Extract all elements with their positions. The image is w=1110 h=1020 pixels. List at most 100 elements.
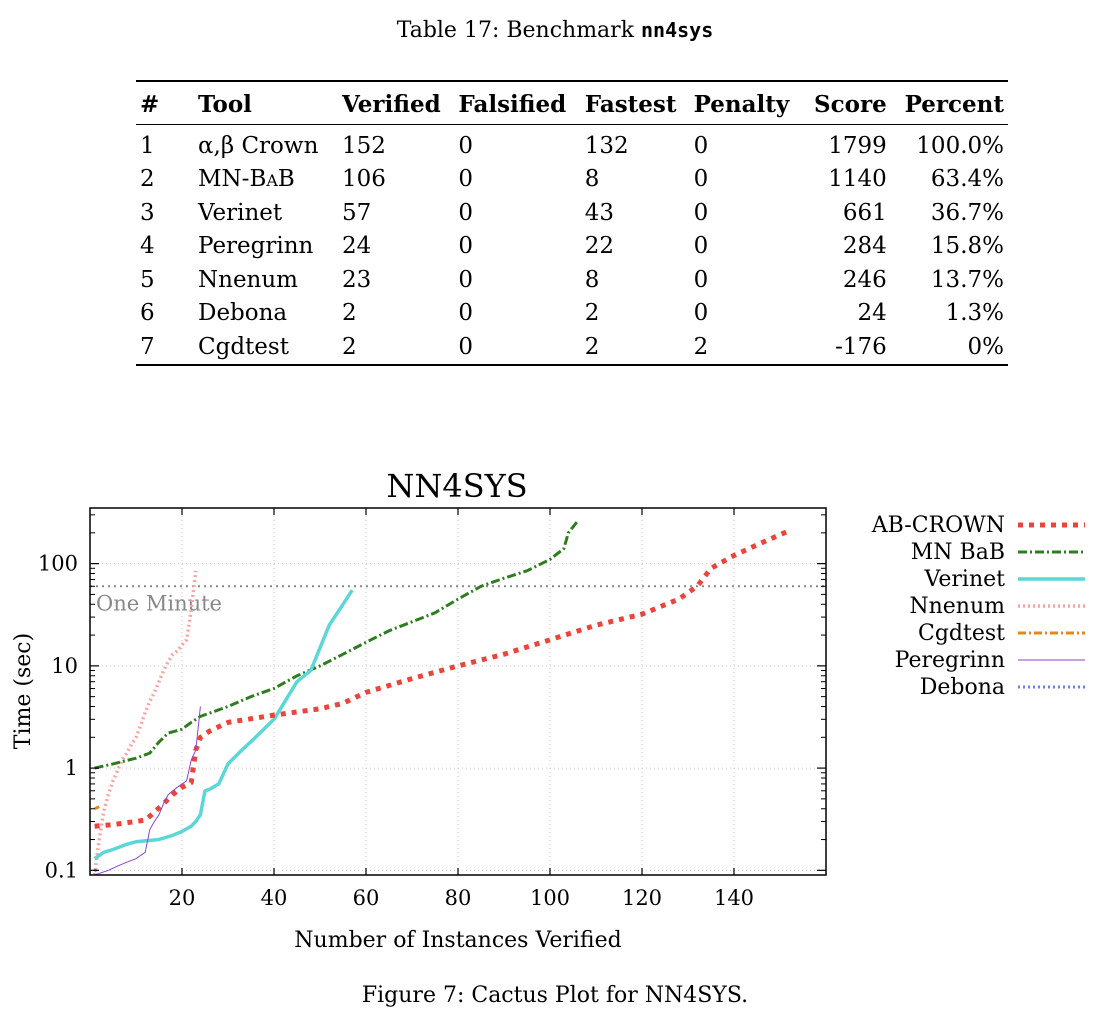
cell-tool: Nnenum: [198, 266, 298, 293]
legend-label: Peregrinn: [895, 648, 1005, 673]
cell-rank: 7: [140, 333, 155, 360]
cell-tool: Peregrinn: [198, 233, 314, 260]
cell-penalty: 0: [693, 199, 709, 226]
cell-verified: 24: [342, 233, 372, 260]
x-tick-label: 120: [622, 886, 662, 910]
series-group: [92, 520, 791, 876]
chart-title: NN4SYS: [386, 467, 527, 505]
x-tick-label: 40: [261, 886, 288, 910]
col-header-fastest: Fastest: [580, 81, 690, 125]
x-tick-label: 100: [530, 886, 570, 910]
cell-tool: Cgdtest: [198, 333, 289, 360]
cell-penalty: 0: [693, 166, 709, 193]
cell-score: -176: [835, 333, 887, 360]
cell-tool: α,β Crown: [198, 132, 319, 159]
chart-grid: [90, 508, 826, 875]
reference-line-group: One Minute: [90, 585, 826, 615]
cell-penalty: 0: [693, 132, 709, 159]
cell-fastest: 8: [584, 166, 600, 193]
cell-rank: 4: [140, 233, 155, 260]
benchmark-table: # Tool Verified Falsified Fastest Penalt…: [136, 80, 1008, 366]
x-tick-label: 80: [445, 886, 472, 910]
legend-label: AB-CROWN: [871, 513, 1005, 538]
table-row: 2 MN-BaB 106 0 8 0 1140 63.4%: [136, 163, 1008, 197]
cell-fastest: 8: [584, 266, 600, 293]
cell-falsified: 0: [458, 300, 474, 327]
y-tick-label: 10: [51, 654, 78, 678]
plot-frame: [89, 507, 827, 876]
cell-verified: 57: [342, 199, 372, 226]
col-header-rank: #: [136, 81, 194, 125]
y-axis-label: Time (sec): [11, 633, 36, 749]
table-row: 1 α,β Crown 152 0 132 0 1799 100.0%: [136, 125, 1008, 163]
figure-caption: Figure 7: Cactus Plot for NN4SYS.: [361, 983, 749, 1008]
cell-falsified: 0: [458, 233, 474, 260]
cell-rank: 5: [140, 266, 155, 293]
cell-verified: 152: [342, 132, 386, 159]
cell-rank: 6: [140, 300, 155, 327]
table-row: 7 Cgdtest 2 0 2 2 -176 0%: [136, 330, 1008, 365]
cell-penalty: 2: [693, 333, 709, 360]
cell-percent: 0%: [967, 333, 1005, 360]
cell-score: 24: [857, 300, 887, 327]
cell-tool: Debona: [198, 300, 288, 327]
cell-verified: 23: [342, 266, 372, 293]
cactus-plot: NN4SYS One Minute 20 40 60 80 100 120 140 0.1 1 1…: [11, 467, 1085, 953]
cell-score: 1140: [828, 166, 887, 193]
legend-label: Debona: [920, 675, 1005, 700]
axis-ticks: 20 40 60 80 100 120 140 0.1 1 10 100: [38, 508, 826, 910]
y-tick-label: 0.1: [45, 858, 78, 882]
cell-penalty: 0: [693, 300, 709, 327]
col-header-score: Score: [802, 81, 891, 125]
col-header-falsified: Falsified: [454, 81, 581, 125]
cell-score: 1799: [828, 132, 887, 159]
cell-verified: 2: [342, 333, 357, 360]
series-line-verinet: [93, 589, 354, 861]
col-header-verified: Verified: [338, 81, 455, 125]
cell-score: 246: [842, 266, 887, 293]
series-line-cgdtest: [93, 805, 100, 811]
legend-label: MN BaB: [911, 540, 1005, 565]
cell-score: 661: [842, 199, 887, 226]
col-header-tool: Tool: [194, 81, 338, 125]
cell-percent: 100.0%: [916, 132, 1004, 159]
cell-falsified: 0: [458, 166, 474, 193]
cell-fastest: 22: [584, 233, 615, 260]
cell-falsified: 0: [458, 266, 474, 293]
y-tick-label: 1: [65, 756, 78, 780]
x-tick-label: 140: [714, 886, 754, 910]
x-tick-label: 20: [169, 886, 196, 910]
series-line-mn-bab: [94, 520, 579, 770]
table-row: 4 Peregrinn 24 0 22 0 284 15.8%: [136, 230, 1008, 264]
cell-penalty: 0: [693, 266, 709, 293]
cell-falsified: 0: [458, 333, 474, 360]
legend-label: Nnenum: [909, 594, 1005, 619]
cell-rank: 1: [140, 132, 155, 159]
cell-verified: 2: [342, 300, 357, 327]
col-header-penalty: Penalty: [689, 81, 803, 125]
cell-fastest: 2: [584, 333, 600, 360]
cell-verified: 106: [342, 166, 386, 193]
cell-fastest: 43: [584, 199, 615, 226]
cell-penalty: 0: [693, 233, 709, 260]
series-line-ab-crown: [94, 528, 791, 829]
cell-score: 284: [842, 233, 887, 260]
cell-percent: 63.4%: [930, 166, 1004, 193]
one-minute-label: One Minute: [96, 591, 222, 615]
table-row: 3 Verinet 57 0 43 0 661 36.7%: [136, 196, 1008, 230]
cell-rank: 2: [140, 166, 155, 193]
y-tick-label: 100: [38, 552, 78, 576]
series-line-peregrinn: [94, 706, 201, 876]
table-caption-text: Table 17: Benchmark: [396, 18, 642, 43]
cell-falsified: 0: [458, 132, 474, 159]
cell-falsified: 0: [458, 199, 474, 226]
cell-percent: 15.8%: [930, 233, 1004, 260]
col-header-percent: Percent: [890, 81, 1008, 125]
table-caption-benchmark: nn4sys: [641, 18, 714, 42]
series-line-nnenum: [92, 570, 198, 876]
table-header-row: # Tool Verified Falsified Fastest Penalt…: [136, 81, 1008, 125]
legend-label: Verinet: [924, 567, 1006, 592]
cell-rank: 3: [140, 199, 155, 226]
table-caption: Table 17: Benchmark nn4sys: [0, 18, 1110, 43]
